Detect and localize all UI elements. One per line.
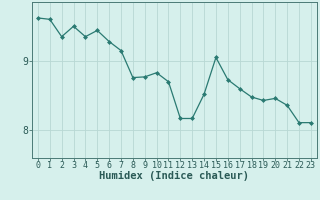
X-axis label: Humidex (Indice chaleur): Humidex (Indice chaleur) xyxy=(100,171,249,181)
